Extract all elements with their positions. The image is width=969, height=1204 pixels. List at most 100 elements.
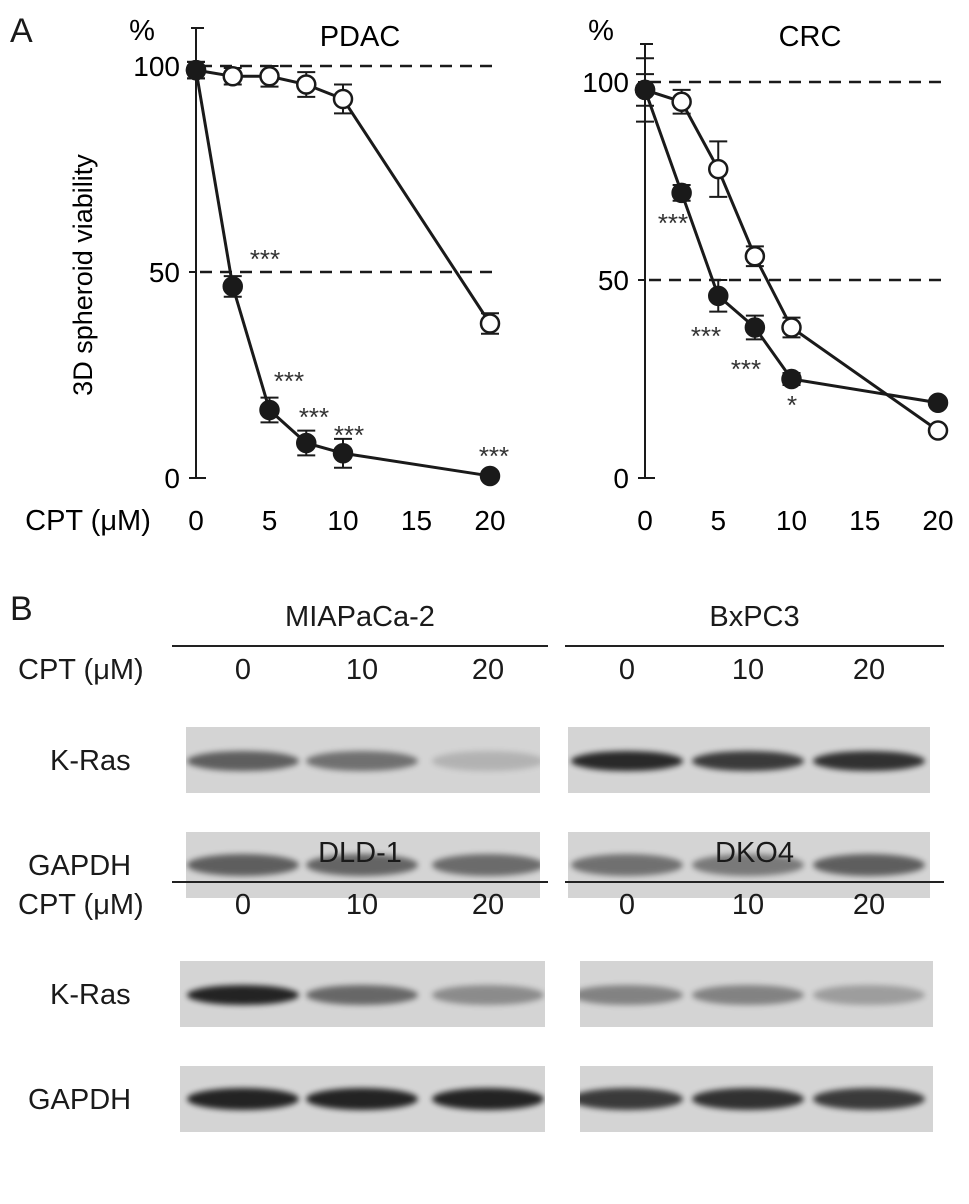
kras-band xyxy=(306,751,418,771)
chart1-series-open-point xyxy=(332,88,354,110)
kras-band xyxy=(813,985,925,1005)
chart1-series-filled-point xyxy=(296,432,317,454)
chart1-significance-label: *** xyxy=(299,402,329,432)
gapdh-band xyxy=(306,854,418,876)
chart1-series-filled-point xyxy=(332,443,354,464)
lane-label: 0 xyxy=(618,654,636,686)
kras-band xyxy=(432,751,540,771)
gapdh-blot xyxy=(186,832,540,898)
gapdh-band xyxy=(187,1088,299,1110)
gapdh-blot xyxy=(568,832,930,898)
chart1-series-filled-point xyxy=(259,399,280,421)
lane-label: 20 xyxy=(471,889,505,921)
panel-b-letter: B xyxy=(10,590,33,628)
cpt-label: CPT (μM) xyxy=(18,889,144,921)
chart1-significance-label: *** xyxy=(479,441,509,471)
panel-a-letter: A xyxy=(10,12,33,50)
chart1-significance-label: *** xyxy=(334,420,364,450)
gapdh-band xyxy=(692,854,804,876)
gapdh-band xyxy=(306,1088,418,1110)
kras-label: K-Ras xyxy=(50,745,131,777)
chart1-series-open-point xyxy=(259,66,280,87)
chart1-x-tick-label: 20 xyxy=(474,505,505,536)
lane-label: 20 xyxy=(471,654,505,686)
chart1-y-tick-label: 100 xyxy=(133,51,180,82)
chart1-series-open-point xyxy=(479,313,501,334)
chart2-series-open-point xyxy=(781,317,802,338)
lane-label: 10 xyxy=(345,889,379,921)
gapdh-band xyxy=(813,1088,925,1110)
chart1-x-tick-label: 0 xyxy=(188,505,204,536)
kras-blot xyxy=(180,961,545,1027)
chart2-series-filled-point xyxy=(927,392,949,414)
chart1-series-filled-point xyxy=(185,59,207,81)
cell-line-bar xyxy=(565,881,944,883)
chart2-significance-label: *** xyxy=(691,321,721,351)
cell-line-name: DKO4 xyxy=(715,837,794,869)
chart2-series-open-point xyxy=(927,420,949,441)
lane-label: 0 xyxy=(234,654,252,686)
kras-blot xyxy=(580,961,933,1027)
chart2-series-open-point xyxy=(744,245,766,267)
lane-label: 10 xyxy=(731,889,765,921)
kras-band xyxy=(692,751,804,771)
chart2-title: CRC xyxy=(779,21,842,53)
chart2-y-tick-label: 50 xyxy=(598,265,629,296)
chart1-significance-label: *** xyxy=(274,366,304,396)
chart1-significance-label: *** xyxy=(250,244,280,274)
chart1-y-tick-label: 50 xyxy=(149,257,180,288)
chart2-x-tick-label: 5 xyxy=(710,505,726,536)
cpt-label: CPT (μM) xyxy=(18,654,144,686)
kras-band xyxy=(580,985,683,1005)
cell-line-name: MIAPaCa-2 xyxy=(285,601,435,633)
lane-label: 0 xyxy=(234,889,252,921)
lane-label: 10 xyxy=(731,654,765,686)
chart1-series-filled-point xyxy=(479,465,501,487)
chart1-title: PDAC xyxy=(320,21,401,53)
gapdh-band xyxy=(571,854,683,876)
chart2-x-tick-label: 0 xyxy=(637,505,653,536)
chart2-series-open-point xyxy=(708,158,729,180)
kras-band xyxy=(692,985,804,1005)
x-axis-label: CPT (μM) xyxy=(25,505,151,537)
chart1-series-filled-line xyxy=(194,69,491,478)
kras-blot xyxy=(186,727,540,793)
chart2-series-filled-point xyxy=(634,79,656,101)
chart1-series-open-point xyxy=(222,66,243,87)
kras-band xyxy=(432,985,544,1005)
kras-label: K-Ras xyxy=(50,979,131,1011)
kras-band xyxy=(187,751,299,771)
chart1-unit-label: % xyxy=(129,15,155,47)
chart2-significance-label: *** xyxy=(731,354,761,384)
cell-line-name: BxPC3 xyxy=(709,601,800,633)
gapdh-blot xyxy=(580,1066,933,1132)
gapdh-band xyxy=(813,854,925,876)
chart2-series-filled-line xyxy=(643,89,939,405)
cell-line-name: DLD-1 xyxy=(318,837,402,869)
chart1-x-tick-label: 5 xyxy=(262,505,278,536)
chart2-unit-label: % xyxy=(588,15,614,47)
chart1-x-tick-label: 15 xyxy=(401,505,432,536)
panel-a-charts: 3D spheroid viability CPT (μM) PDAC%0501… xyxy=(25,15,953,537)
chart2-x-tick-label: 20 xyxy=(922,505,953,536)
gapdh-band xyxy=(692,1088,804,1110)
chart2-significance-label: *** xyxy=(658,208,688,238)
chart2-x-tick-label: 10 xyxy=(776,505,807,536)
gapdh-band xyxy=(432,1088,544,1110)
chart2-x-tick-label: 15 xyxy=(849,505,880,536)
lane-label: 20 xyxy=(852,654,886,686)
kras-band xyxy=(187,985,299,1005)
cell-line-bar xyxy=(565,645,944,647)
kras-band xyxy=(571,751,683,771)
chart2-series-filled-point xyxy=(671,182,692,204)
lane-label: 10 xyxy=(345,654,379,686)
gapdh-band xyxy=(580,1088,683,1110)
chart1-y-tick-label: 0 xyxy=(164,463,180,494)
chart1-x-tick-label: 10 xyxy=(327,505,358,536)
chart1-series-open-point xyxy=(296,74,317,95)
y-axis-label: 3D spheroid viability xyxy=(68,154,98,396)
kras-band xyxy=(813,751,925,771)
chart2-series-filled-point xyxy=(781,368,802,390)
chart2-series-filled-point xyxy=(744,317,766,338)
